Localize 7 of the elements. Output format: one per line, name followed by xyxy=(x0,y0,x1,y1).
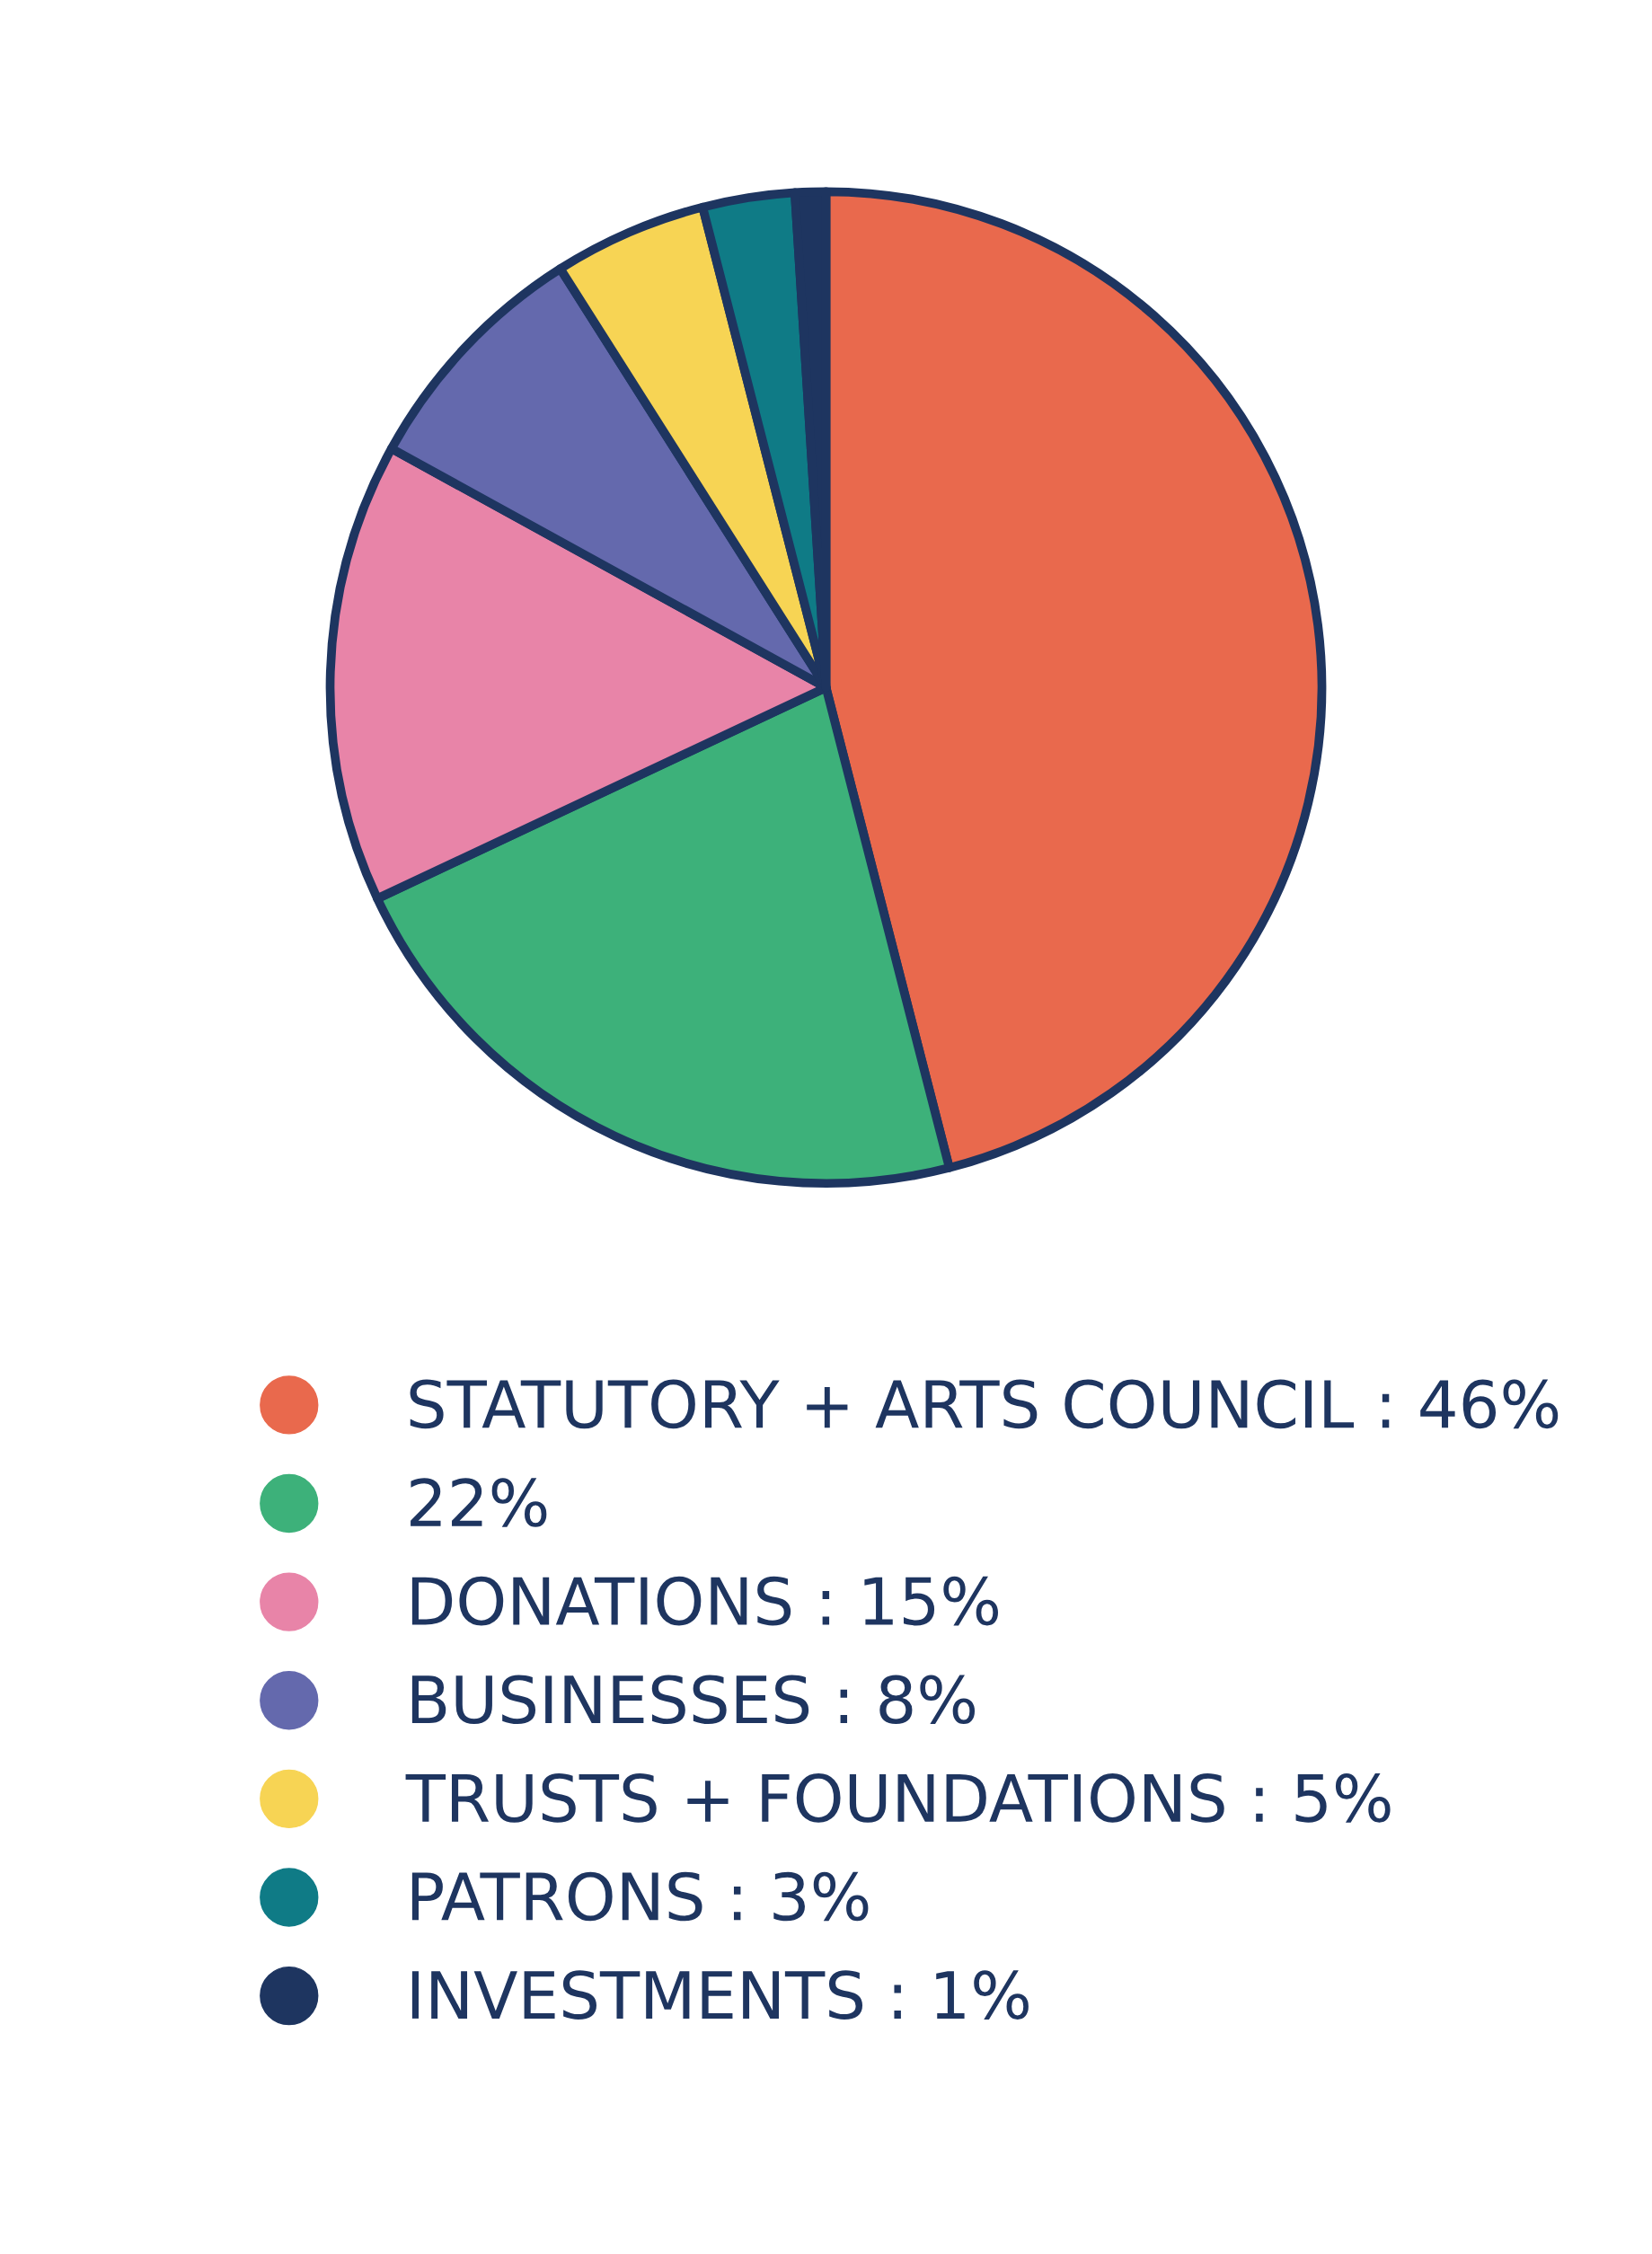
legend-label: BUSINESSES : 8% xyxy=(411,1675,975,1725)
legend-label: PATRONS : 3% xyxy=(411,1871,869,1922)
legend-label: DONATIONS : 15% xyxy=(411,1576,998,1626)
legend-label: TRUSTS + FOUNDATIONS : 5% xyxy=(405,1773,1391,1823)
legend-label: INVESTMENTS : 1% xyxy=(411,1970,1029,2020)
legend-label: STATUTORY + ARTS COUNCIL : 46% xyxy=(410,1379,1559,1429)
legend-label: 22% xyxy=(411,1478,547,1527)
